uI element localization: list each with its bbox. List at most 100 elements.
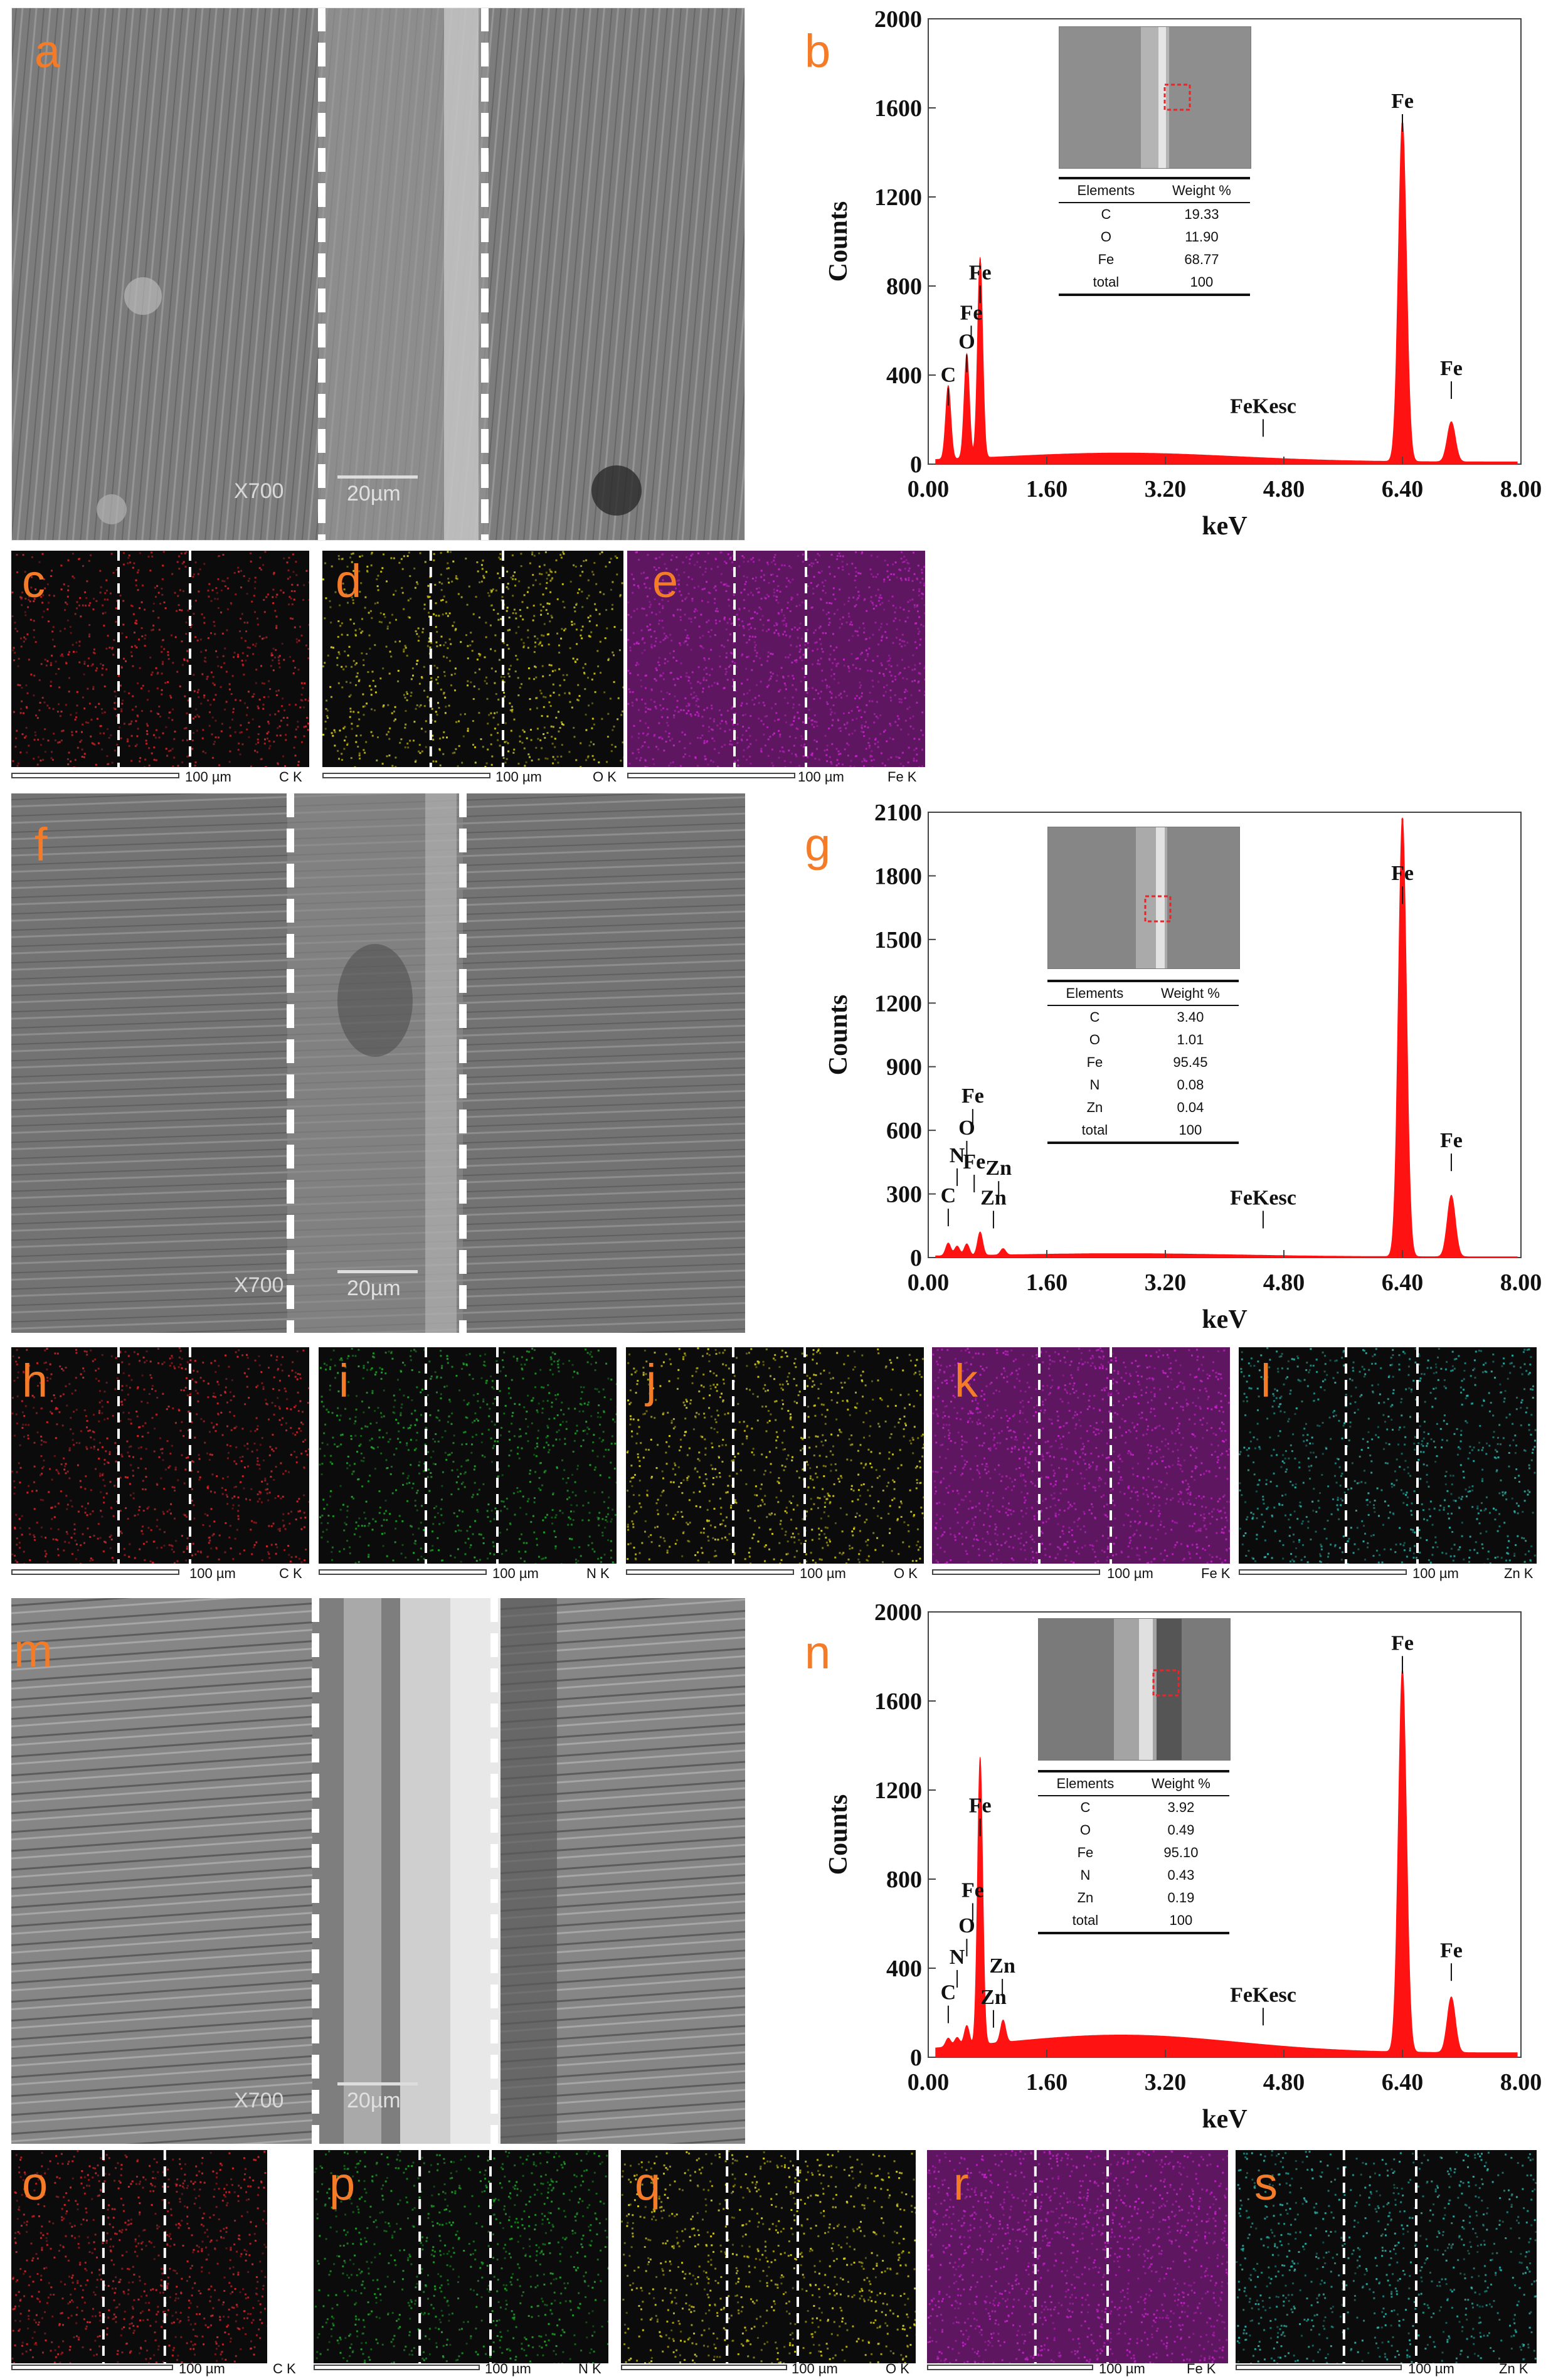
y-tick-label: 1600 [874, 1688, 922, 1715]
map-scale-label: 100 µm [485, 2361, 531, 2376]
map-element-label: O K [886, 2361, 909, 2376]
peak-annotation: Fe [963, 1150, 985, 1174]
table-cell: total [1038, 1909, 1133, 1934]
x-tick-label: 1.60 [1026, 476, 1068, 502]
table-cell: O [1089, 1032, 1100, 1047]
map-scale-label: 100 µm [1107, 1566, 1153, 1581]
y-tick-label: 0 [910, 1245, 922, 1271]
y-tick-label: 1500 [874, 927, 922, 953]
peak-annotation: FeKesc [1230, 395, 1296, 418]
eds-map-c [11, 551, 309, 767]
eds-map-p [314, 2150, 608, 2363]
peak-annotation: C [941, 1184, 956, 1207]
sem-scale-bar [337, 475, 418, 479]
eds-map-l [1239, 1347, 1537, 1564]
eds-map-j [626, 1347, 924, 1564]
peak-annotation: Fe [1440, 1939, 1463, 1962]
y-tick-label: 300 [886, 1182, 922, 1208]
peak-annotation: Zn [980, 1986, 1007, 2009]
sem-scale-label: 20µm [347, 482, 401, 506]
sem-scale-label: 20µm [347, 2089, 401, 2112]
panel-label-s: s [1254, 2158, 1278, 2210]
magnification-label: X700 [234, 479, 284, 503]
peak-annotation: FeKesc [1230, 1186, 1296, 1209]
peak-annotation: Fe [1440, 357, 1463, 380]
table-header-weight: Weight % [1132, 1770, 1229, 1796]
x-tick-label: 8.00 [1500, 476, 1542, 502]
map-speckle [319, 1347, 617, 1564]
table-cell: N [1089, 1077, 1100, 1093]
table-cell: total [1059, 271, 1153, 296]
map-scale-label: 100 µm [1408, 2361, 1454, 2376]
y-axis-label: Counts [824, 995, 853, 1075]
map-scale-bar [322, 773, 490, 778]
map-scale-bar [927, 2365, 1093, 2370]
map-scale-bar [621, 2365, 787, 2370]
map-element-label: Fe K [1187, 2361, 1216, 2376]
table-cell: 3.92 [1167, 1799, 1195, 1815]
x-tick-label: 8.00 [1500, 1269, 1542, 1296]
table-cell: 68.77 [1184, 252, 1219, 267]
table-cell: C [1089, 1009, 1100, 1025]
table-cell: Fe [1077, 1845, 1094, 1860]
map-element-label: Fe K [887, 769, 917, 785]
x-tick-label: 6.40 [1382, 2069, 1424, 2096]
eds-map-o [11, 2150, 267, 2363]
table-cell: 19.33 [1184, 206, 1219, 222]
sem-scale-bar [337, 2082, 418, 2085]
map-scale-label: 100 µm [1412, 1566, 1459, 1581]
eds-map-k [932, 1347, 1230, 1564]
x-tick-label: 0.00 [908, 476, 950, 502]
y-tick-label: 0 [910, 2045, 922, 2071]
sem-inset-g [1047, 827, 1240, 969]
panel-label-c: c [22, 555, 45, 607]
table-cell: Fe [1086, 1054, 1103, 1070]
table-cell: 11.90 [1185, 229, 1219, 245]
map-element-label: C K [273, 2361, 296, 2376]
y-tick-label: 1600 [874, 95, 922, 122]
panel-label-j: j [646, 1355, 657, 1407]
panel-label-e: e [652, 555, 679, 607]
map-speckle [627, 551, 925, 767]
table-cell: 0.04 [1177, 1099, 1204, 1115]
map-scale-bar [319, 1569, 487, 1575]
sem-inset-n [1038, 1618, 1231, 1761]
panel-label-o: o [22, 2158, 48, 2210]
map-scale-label: 100 µm [495, 769, 542, 785]
y-tick-label: 1200 [874, 184, 922, 211]
table-cell: O [1079, 1822, 1091, 1838]
map-speckle [11, 551, 309, 767]
table-cell: 0.19 [1167, 1890, 1195, 1905]
peak-annotation: Zn [980, 1186, 1007, 1209]
eds-map-d [322, 551, 623, 767]
table-cell: total [1047, 1119, 1142, 1144]
table-cell: N [1080, 1867, 1091, 1883]
x-tick-label: 4.80 [1263, 476, 1305, 502]
y-tick-label: 1200 [874, 1778, 922, 1804]
composition-table-n: Elements Weight % C 3.92 O 0.49 Fe 95.10 N 0.… [1038, 1770, 1229, 1934]
x-tick-label: 8.00 [1500, 2069, 1542, 2096]
y-tick-label: 800 [886, 273, 922, 300]
table-cell: 100 [1153, 271, 1250, 296]
peak-annotation: Fe [969, 1794, 992, 1818]
y-axis-label: Counts [824, 201, 853, 282]
x-tick-label: 4.80 [1263, 1269, 1305, 1296]
panel-label-m: m [14, 1624, 53, 1677]
panel-label-f: f [34, 819, 48, 871]
x-tick-label: 6.40 [1382, 476, 1424, 502]
table-header-elements: Elements [1059, 177, 1153, 203]
peak-annotation: N [950, 1946, 965, 1969]
map-scale-bar [11, 1569, 179, 1575]
map-scale-label: 100 µm [1099, 2361, 1145, 2376]
magnification-label: X700 [234, 2089, 284, 2112]
map-speckle [11, 1347, 309, 1564]
x-tick-label: 3.20 [1145, 2069, 1187, 2096]
map-speckle [1239, 1347, 1537, 1564]
map-scale-bar [1239, 1569, 1407, 1575]
map-scale-bar [626, 1569, 794, 1575]
peak-annotation: Zn [989, 1954, 1015, 1978]
map-element-label: C K [279, 1566, 302, 1581]
panel-label-q: q [635, 2158, 661, 2210]
map-element-label: N K [578, 2361, 601, 2376]
map-scale-label: 100 µm [800, 1566, 846, 1581]
